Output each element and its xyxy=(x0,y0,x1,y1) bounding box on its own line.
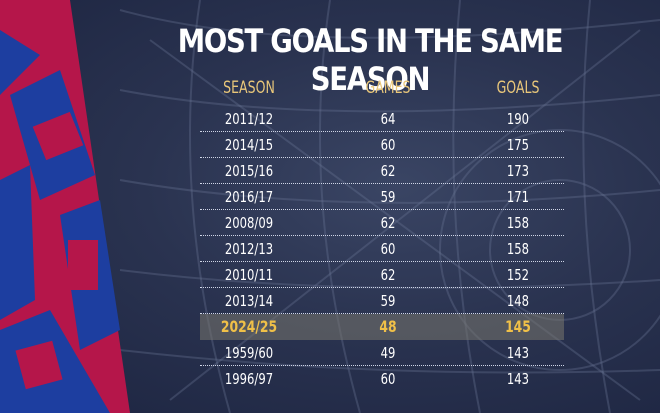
goals-cell: 175 xyxy=(506,136,530,154)
goals-cell: 158 xyxy=(506,240,530,258)
games-cell: 60 xyxy=(380,136,396,154)
column-header-goals: GOALS xyxy=(496,78,540,98)
season-cell: 2013/14 xyxy=(224,292,274,310)
goals-cell: 173 xyxy=(506,162,530,180)
row-divider xyxy=(200,209,564,210)
table-row: 2015/16 62 173 xyxy=(200,158,564,184)
table-row: 2016/17 59 171 xyxy=(200,184,564,210)
table-row: 1996/97 60 143 xyxy=(200,366,564,392)
goals-cell: 171 xyxy=(506,188,530,206)
row-divider xyxy=(200,313,564,314)
row-divider xyxy=(200,183,564,184)
games-cell: 60 xyxy=(380,240,396,258)
games-cell: 62 xyxy=(380,162,396,180)
season-cell: 2011/12 xyxy=(224,110,274,128)
season-cell: 2008/09 xyxy=(224,214,274,232)
table-row: 2013/14 59 148 xyxy=(200,288,564,314)
column-header-season: SEASON xyxy=(223,78,275,98)
season-cell: 2015/16 xyxy=(224,162,274,180)
games-cell: 64 xyxy=(380,110,396,128)
games-cell: 62 xyxy=(380,214,396,232)
games-cell: 49 xyxy=(380,344,396,362)
season-cell: 1959/60 xyxy=(224,344,274,362)
goals-cell: 143 xyxy=(506,370,530,388)
goals-cell: 152 xyxy=(506,266,530,284)
table-row: 1959/60 49 143 xyxy=(200,340,564,366)
row-divider xyxy=(200,235,564,236)
row-divider xyxy=(200,261,564,262)
goals-cell: 148 xyxy=(506,292,530,310)
goals-cell: 143 xyxy=(506,344,530,362)
games-cell: 59 xyxy=(380,188,396,206)
goals-cell: 190 xyxy=(506,110,530,128)
season-cell: 1996/97 xyxy=(224,370,274,388)
row-divider xyxy=(200,365,564,366)
goals-cell: 145 xyxy=(505,317,531,336)
season-cell: 2014/15 xyxy=(224,136,274,154)
games-cell: 59 xyxy=(380,292,396,310)
table-row: 2011/12 64 190 xyxy=(200,106,564,132)
table-row: 2008/09 62 158 xyxy=(200,210,564,236)
season-cell: 2010/11 xyxy=(224,266,274,284)
games-cell: 62 xyxy=(380,266,396,284)
page-title: MOST GOALS IN THE SAME SEASON xyxy=(177,22,564,98)
table-row: 2012/13 60 158 xyxy=(200,236,564,262)
goals-cell: 158 xyxy=(506,214,530,232)
row-divider xyxy=(200,157,564,158)
season-cell: 2024/25 xyxy=(220,317,278,336)
games-cell: 48 xyxy=(379,317,397,336)
column-header-games: GAMES xyxy=(365,78,411,98)
table-row: 2014/15 60 175 xyxy=(200,132,564,158)
season-cell: 2012/13 xyxy=(224,240,274,258)
table-row: 2010/11 62 152 xyxy=(200,262,564,288)
season-cell: 2016/17 xyxy=(224,188,274,206)
table-row-highlighted: 2024/25 48 145 xyxy=(200,314,564,340)
row-divider xyxy=(200,287,564,288)
club-stripe-decoration xyxy=(0,0,130,413)
row-divider xyxy=(200,131,564,132)
games-cell: 60 xyxy=(380,370,396,388)
